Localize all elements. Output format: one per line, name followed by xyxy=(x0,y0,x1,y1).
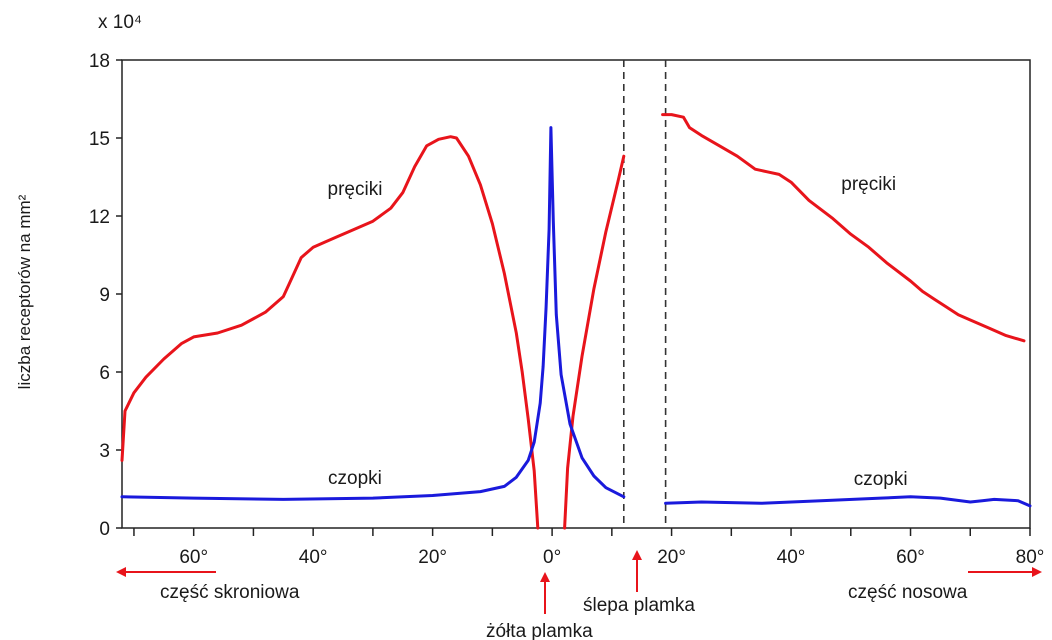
y-tick-label: 9 xyxy=(99,285,110,306)
x-tick-label: 40° xyxy=(777,547,806,568)
series-label: pręciki xyxy=(841,174,896,195)
y-tick-label: 3 xyxy=(99,441,110,462)
y-tick-label: 12 xyxy=(89,207,110,228)
plot-frame xyxy=(121,59,1031,529)
plot-border xyxy=(121,59,1031,529)
blind-spot-annotation: ślepa plamka xyxy=(583,550,695,616)
x-tick-label: 60° xyxy=(179,547,208,568)
y-axis: 0 3 6 9 12 15 18 xyxy=(89,51,122,540)
temporal-annotation: część skroniowa xyxy=(116,567,300,603)
nasal-annotation: część nosowa xyxy=(848,567,1042,603)
y-axis-multiplier: x 10⁴ xyxy=(98,12,142,33)
x-tick-label: 60° xyxy=(896,547,925,568)
x-axis: 60° 40° 20° 0° 20° 40° 60° 80° xyxy=(133,528,1045,568)
series-layer xyxy=(120,113,1032,530)
x-tick-label: 40° xyxy=(299,547,328,568)
blind-spot-label: ślepa plamka xyxy=(583,595,695,616)
x-tick-label: 80° xyxy=(1016,547,1045,568)
fovea-label: żółta plamka xyxy=(486,621,593,640)
series-line-cones xyxy=(664,495,1032,508)
series-line-rods xyxy=(120,135,540,530)
series-line-rods xyxy=(661,113,1026,343)
series-label: czopki xyxy=(854,469,908,490)
series-line-rods xyxy=(563,154,626,530)
x-tick-label: 0° xyxy=(543,547,561,568)
blind-spot-markers xyxy=(622,60,667,528)
x-tick-label: 20° xyxy=(657,547,686,568)
y-axis-title: liczba receptorów na mm² xyxy=(15,194,34,389)
y-tick-label: 18 xyxy=(89,51,110,72)
nasal-label: część nosowa xyxy=(848,582,968,603)
fovea-annotation: żółta plamka xyxy=(486,572,593,640)
y-tick-label: 0 xyxy=(99,519,110,540)
series-labels: pręciki pręciki czopki czopki xyxy=(328,174,908,490)
series-label: czopki xyxy=(328,468,382,489)
y-tick-label: 6 xyxy=(99,363,110,384)
series-label: pręciki xyxy=(328,179,383,200)
x-tick-label: 20° xyxy=(418,547,447,568)
temporal-label: część skroniowa xyxy=(160,582,300,603)
series-line-cones xyxy=(120,126,626,501)
y-tick-label: 15 xyxy=(89,129,110,150)
